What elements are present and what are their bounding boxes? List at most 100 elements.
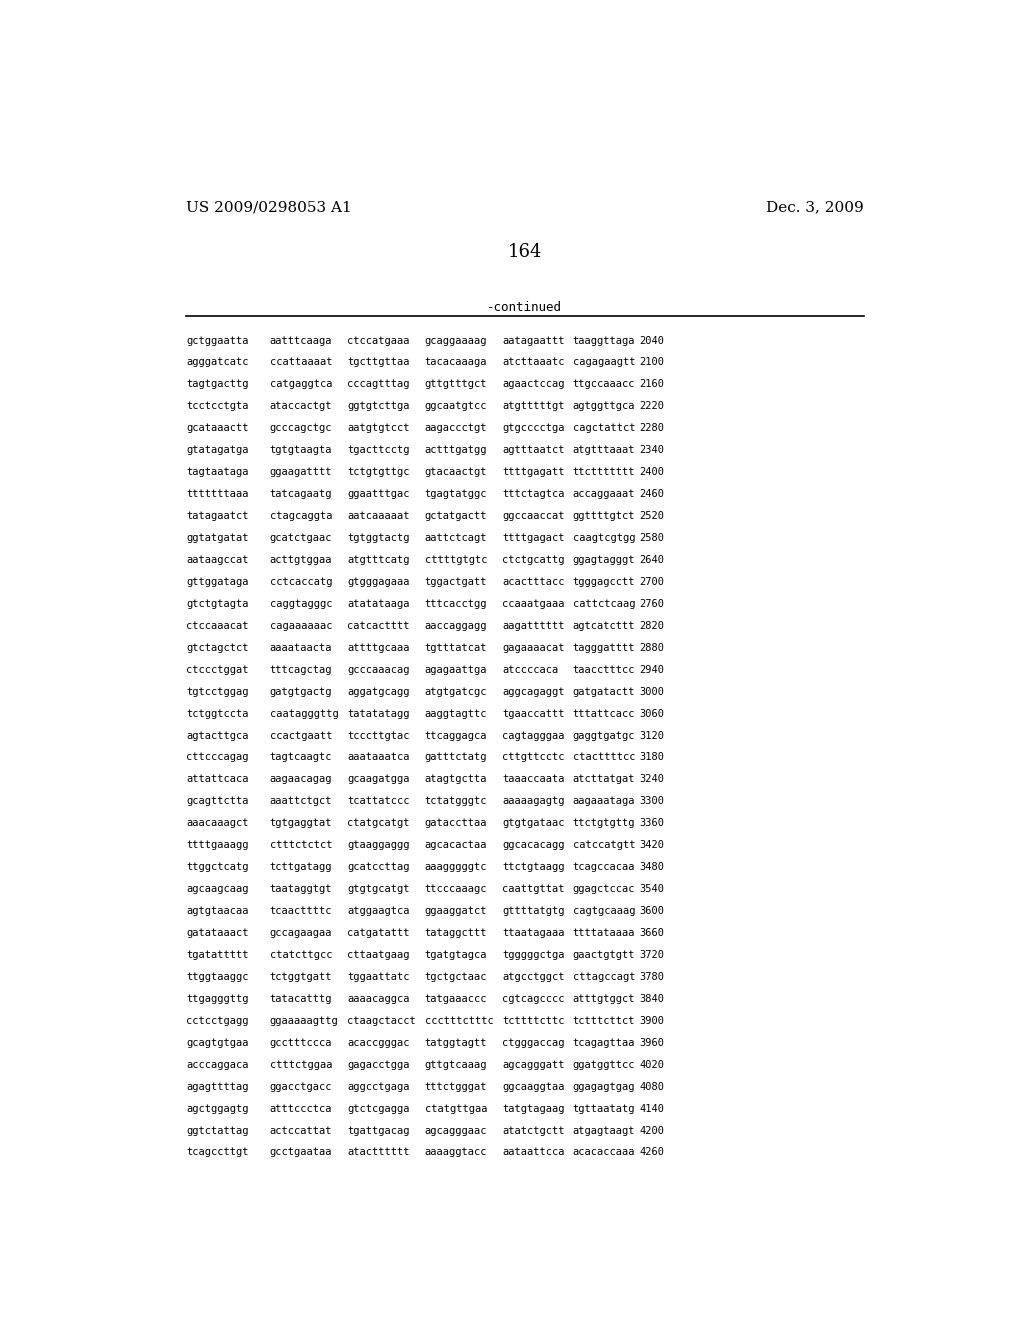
Text: gagacctgga: gagacctgga bbox=[347, 1060, 410, 1069]
Text: tttcagctag: tttcagctag bbox=[270, 665, 333, 675]
Text: tagggatttt: tagggatttt bbox=[572, 643, 635, 652]
Text: aaacaaagct: aaacaaagct bbox=[186, 818, 249, 828]
Text: cctcctgagg: cctcctgagg bbox=[186, 1016, 249, 1026]
Text: caattgttat: caattgttat bbox=[503, 884, 565, 894]
Text: tgaaccattt: tgaaccattt bbox=[503, 709, 565, 718]
Text: tcagagttaa: tcagagttaa bbox=[572, 1038, 635, 1048]
Text: tgtttatcat: tgtttatcat bbox=[425, 643, 487, 652]
Text: taaggttaga: taaggttaga bbox=[572, 335, 635, 346]
Text: aatgtgtcct: aatgtgtcct bbox=[347, 424, 410, 433]
Text: ctatgcatgt: ctatgcatgt bbox=[347, 818, 410, 828]
Text: 3540: 3540 bbox=[640, 884, 665, 894]
Text: ttttgagatt: ttttgagatt bbox=[503, 467, 565, 477]
Text: 4020: 4020 bbox=[640, 1060, 665, 1069]
Text: gaactgtgtt: gaactgtgtt bbox=[572, 950, 635, 960]
Text: atatctgctt: atatctgctt bbox=[503, 1126, 565, 1135]
Text: gatgatactt: gatgatactt bbox=[572, 686, 635, 697]
Text: ttaatagaaa: ttaatagaaa bbox=[503, 928, 565, 939]
Text: tcctcctgta: tcctcctgta bbox=[186, 401, 249, 412]
Text: gtaaggaggg: gtaaggaggg bbox=[347, 841, 410, 850]
Text: ctacttttcc: ctacttttcc bbox=[572, 752, 635, 763]
Text: 3180: 3180 bbox=[640, 752, 665, 763]
Text: 3660: 3660 bbox=[640, 928, 665, 939]
Text: 4080: 4080 bbox=[640, 1081, 665, 1092]
Text: ttcaggagca: ttcaggagca bbox=[425, 730, 487, 741]
Text: atgtttttgt: atgtttttgt bbox=[503, 401, 565, 412]
Text: agggatcatc: agggatcatc bbox=[186, 358, 249, 367]
Text: agcacactaa: agcacactaa bbox=[425, 841, 487, 850]
Text: 3000: 3000 bbox=[640, 686, 665, 697]
Text: aatcaaaaat: aatcaaaaat bbox=[347, 511, 410, 521]
Text: tttcacctgg: tttcacctgg bbox=[425, 599, 487, 609]
Text: ggaagatttt: ggaagatttt bbox=[270, 467, 333, 477]
Text: tgggggctga: tgggggctga bbox=[503, 950, 565, 960]
Text: gttgtttgct: gttgtttgct bbox=[425, 379, 487, 389]
Text: 2040: 2040 bbox=[640, 335, 665, 346]
Text: tgattgacag: tgattgacag bbox=[347, 1126, 410, 1135]
Text: atgtttcatg: atgtttcatg bbox=[347, 554, 410, 565]
Text: cccagtttag: cccagtttag bbox=[347, 379, 410, 389]
Text: ggcacacagg: ggcacacagg bbox=[503, 841, 565, 850]
Text: 4260: 4260 bbox=[640, 1147, 665, 1158]
Text: cagtgcaaag: cagtgcaaag bbox=[572, 906, 635, 916]
Text: tagtcaagtc: tagtcaagtc bbox=[270, 752, 333, 763]
Text: gttttatgtg: gttttatgtg bbox=[503, 906, 565, 916]
Text: ttttgagact: ttttgagact bbox=[503, 533, 565, 543]
Text: tctggtgatt: tctggtgatt bbox=[270, 972, 333, 982]
Text: cgtcagcccc: cgtcagcccc bbox=[503, 994, 565, 1003]
Text: cttgttcctc: cttgttcctc bbox=[503, 752, 565, 763]
Text: agcagggatt: agcagggatt bbox=[503, 1060, 565, 1069]
Text: gtctgtagta: gtctgtagta bbox=[186, 599, 249, 609]
Text: 2640: 2640 bbox=[640, 554, 665, 565]
Text: ttttgaaagg: ttttgaaagg bbox=[186, 841, 249, 850]
Text: aatagaattt: aatagaattt bbox=[503, 335, 565, 346]
Text: accaggaaat: accaggaaat bbox=[572, 490, 635, 499]
Text: tttctagtca: tttctagtca bbox=[503, 490, 565, 499]
Text: tgtggtactg: tgtggtactg bbox=[347, 533, 410, 543]
Text: cttcccagag: cttcccagag bbox=[186, 752, 249, 763]
Text: 2520: 2520 bbox=[640, 511, 665, 521]
Text: cattctcaag: cattctcaag bbox=[572, 599, 635, 609]
Text: 2340: 2340 bbox=[640, 445, 665, 455]
Text: tagtaataga: tagtaataga bbox=[186, 467, 249, 477]
Text: gatttctatg: gatttctatg bbox=[425, 752, 487, 763]
Text: 2160: 2160 bbox=[640, 379, 665, 389]
Text: ggcaatgtcc: ggcaatgtcc bbox=[425, 401, 487, 412]
Text: gcagtgtgaa: gcagtgtgaa bbox=[186, 1038, 249, 1048]
Text: gccagaagaa: gccagaagaa bbox=[270, 928, 333, 939]
Text: 3120: 3120 bbox=[640, 730, 665, 741]
Text: atactttttt: atactttttt bbox=[347, 1147, 410, 1158]
Text: catccatgtt: catccatgtt bbox=[572, 841, 635, 850]
Text: ccactgaatt: ccactgaatt bbox=[270, 730, 333, 741]
Text: tgagtatggc: tgagtatggc bbox=[425, 490, 487, 499]
Text: gcccagctgc: gcccagctgc bbox=[270, 424, 333, 433]
Text: gcatctgaac: gcatctgaac bbox=[270, 533, 333, 543]
Text: attttgcaaa: attttgcaaa bbox=[347, 643, 410, 652]
Text: agtacttgca: agtacttgca bbox=[186, 730, 249, 741]
Text: tctggtccta: tctggtccta bbox=[186, 709, 249, 718]
Text: aaattctgct: aaattctgct bbox=[270, 796, 333, 807]
Text: 2760: 2760 bbox=[640, 599, 665, 609]
Text: ggaaggatct: ggaaggatct bbox=[425, 906, 487, 916]
Text: catgatattt: catgatattt bbox=[347, 928, 410, 939]
Text: gtgggagaaa: gtgggagaaa bbox=[347, 577, 410, 587]
Text: 3900: 3900 bbox=[640, 1016, 665, 1026]
Text: ggtgtcttga: ggtgtcttga bbox=[347, 401, 410, 412]
Text: ctagcaggta: ctagcaggta bbox=[270, 511, 333, 521]
Text: atccccaca: atccccaca bbox=[503, 665, 558, 675]
Text: tgttaatatg: tgttaatatg bbox=[572, 1104, 635, 1114]
Text: ggtctattag: ggtctattag bbox=[186, 1126, 249, 1135]
Text: 164: 164 bbox=[508, 243, 542, 261]
Text: ctctgcattg: ctctgcattg bbox=[503, 554, 565, 565]
Text: tatgtagaag: tatgtagaag bbox=[503, 1104, 565, 1114]
Text: agcaagcaag: agcaagcaag bbox=[186, 884, 249, 894]
Text: 3360: 3360 bbox=[640, 818, 665, 828]
Text: agagaattga: agagaattga bbox=[425, 665, 487, 675]
Text: tgcttgttaa: tgcttgttaa bbox=[347, 358, 410, 367]
Text: ggatggttcc: ggatggttcc bbox=[572, 1060, 635, 1069]
Text: 2580: 2580 bbox=[640, 533, 665, 543]
Text: agtcatcttt: agtcatcttt bbox=[572, 620, 635, 631]
Text: ctatcttgcc: ctatcttgcc bbox=[270, 950, 333, 960]
Text: aaaaagagtg: aaaaagagtg bbox=[503, 796, 565, 807]
Text: cctcaccatg: cctcaccatg bbox=[270, 577, 333, 587]
